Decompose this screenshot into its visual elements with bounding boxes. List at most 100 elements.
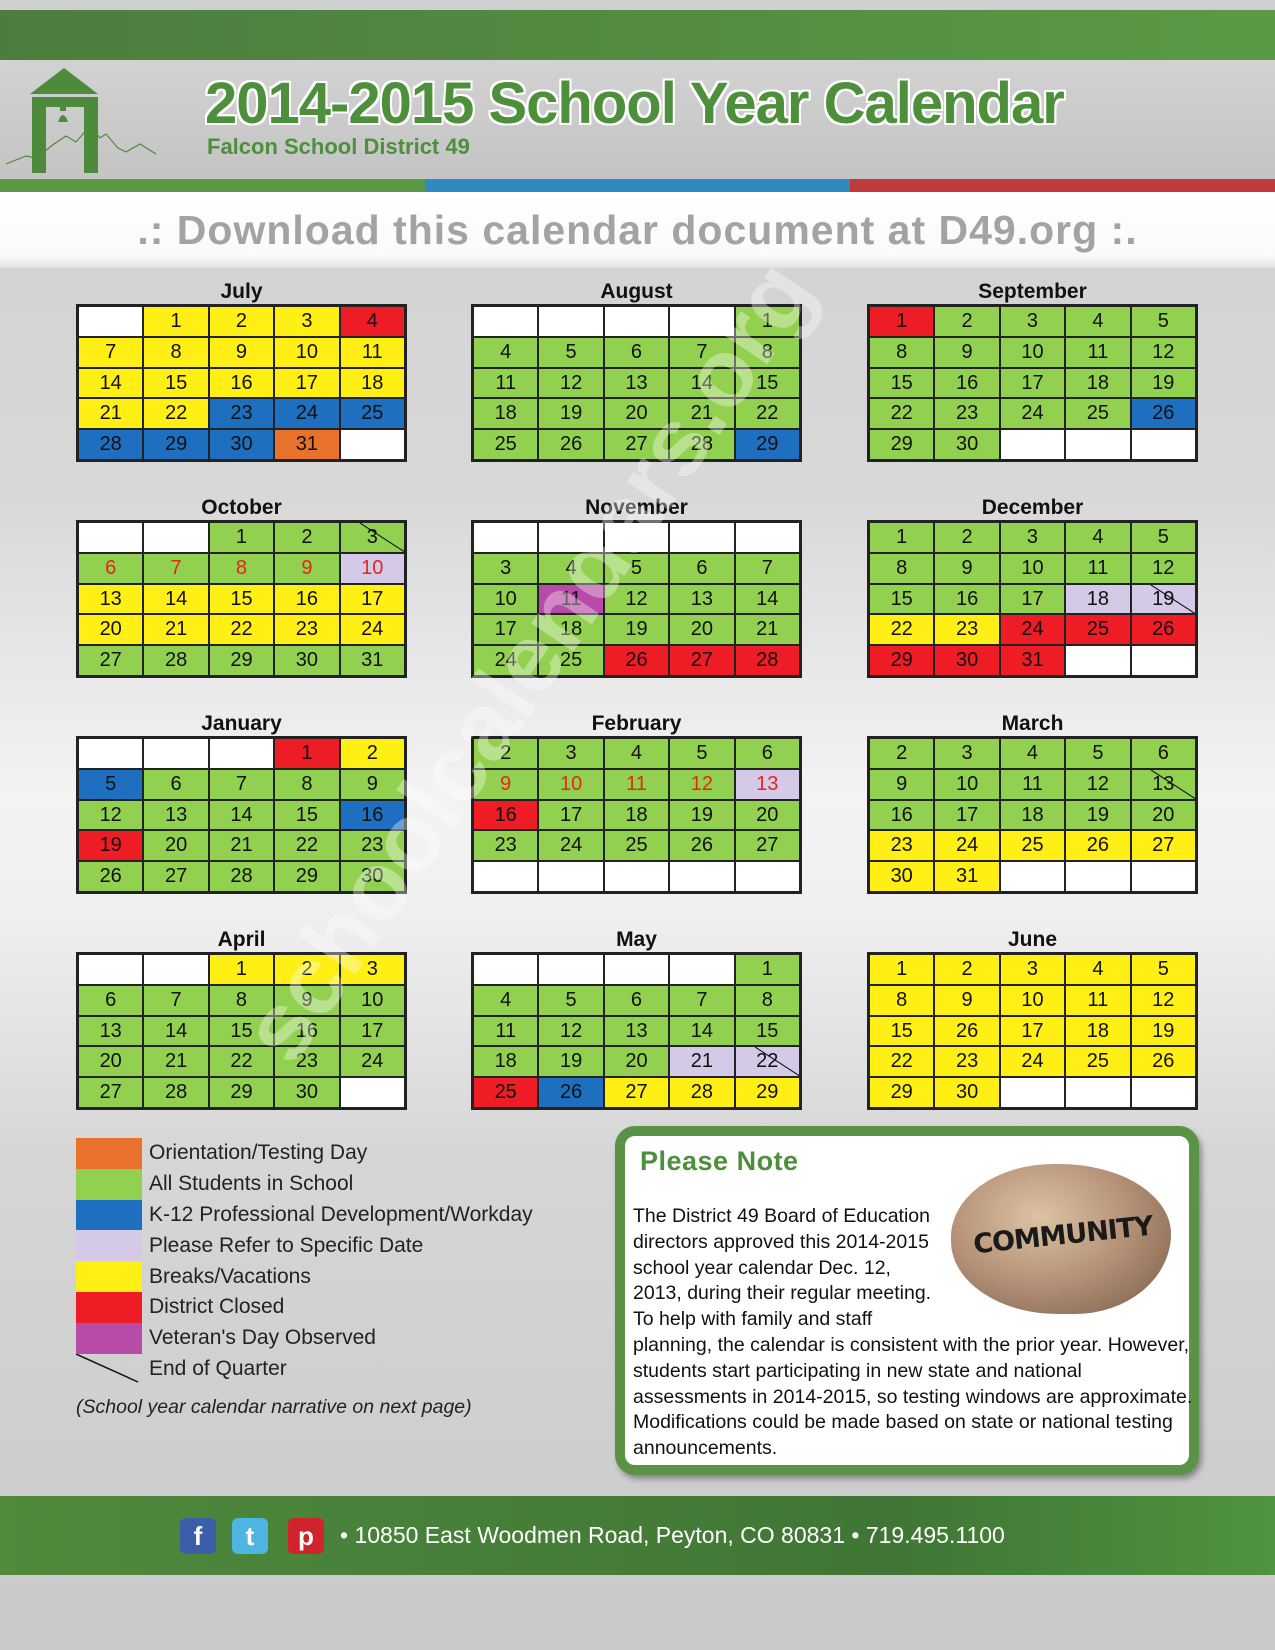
day-cell: 5 bbox=[669, 738, 735, 769]
month-january: January 1 2 5 6 7 8 9 12 13 14 15 16 19 20 21 22 23 26 27 28… bbox=[76, 711, 407, 894]
day-cell: 9 bbox=[934, 552, 1000, 584]
day-cell: 3 bbox=[473, 552, 539, 584]
day-cell: 2 bbox=[934, 306, 1000, 337]
day-cell: 1 bbox=[869, 306, 935, 337]
day-number: 10 bbox=[295, 340, 319, 363]
day-number: 30 bbox=[955, 1081, 979, 1104]
empty-cell bbox=[1130, 429, 1196, 460]
day-number: 9 bbox=[366, 772, 378, 795]
day-number: 7 bbox=[170, 988, 182, 1011]
day-cell: 25 bbox=[1065, 614, 1131, 646]
legend-item: K-12 Professional Development/Workday bbox=[76, 1199, 533, 1231]
end-of-quarter-icon bbox=[75, 1352, 139, 1383]
day-cell: 14 bbox=[734, 583, 800, 615]
day-number: 16 bbox=[494, 803, 517, 826]
day-cell: 30 bbox=[934, 1077, 1000, 1108]
empty-cell bbox=[999, 1077, 1066, 1108]
day-cell: 23 bbox=[274, 614, 340, 646]
day-number: 2 bbox=[301, 526, 313, 548]
empty-cell bbox=[999, 861, 1066, 892]
day-number: 18 bbox=[494, 1050, 517, 1073]
day-number: 13 bbox=[625, 1019, 648, 1042]
day-cell: 11 bbox=[603, 768, 670, 800]
stripe-green bbox=[0, 179, 425, 192]
day-cell: 14 bbox=[669, 1015, 735, 1047]
twitter-icon[interactable]: t bbox=[232, 1518, 268, 1554]
day-cell: 9 bbox=[208, 336, 275, 368]
day-cell: 4 bbox=[1065, 306, 1131, 337]
day-cell: 20 bbox=[603, 398, 670, 430]
day-number: 10 bbox=[1021, 340, 1044, 363]
day-cell: 10 bbox=[999, 336, 1066, 368]
facebook-icon[interactable]: f bbox=[180, 1518, 216, 1554]
empty-cell bbox=[78, 306, 144, 337]
day-cell: 5 bbox=[538, 984, 604, 1016]
day-cell: 26 bbox=[1130, 398, 1196, 430]
day-number: 10 bbox=[1021, 556, 1044, 579]
day-number: 8 bbox=[301, 772, 313, 795]
month-title: October bbox=[201, 496, 282, 519]
empty-cell bbox=[143, 954, 209, 985]
day-number: 1 bbox=[896, 526, 908, 548]
day-cell: 16 bbox=[473, 799, 539, 831]
day-cell: 10 bbox=[339, 552, 405, 584]
day-number: 29 bbox=[890, 649, 913, 672]
day-number: 23 bbox=[955, 618, 979, 641]
month-grid: 1 2 5 6 7 8 9 12 13 14 15 16 19 20 21 22 23 26 27 28 29 30 bbox=[76, 736, 407, 894]
day-number: 16 bbox=[955, 371, 979, 394]
day-number: 27 bbox=[756, 834, 779, 857]
day-cell: 2 bbox=[274, 954, 340, 985]
day-number: 23 bbox=[295, 1050, 319, 1073]
day-cell: 20 bbox=[78, 614, 144, 646]
day-number: 18 bbox=[361, 371, 384, 394]
day-number: 23 bbox=[295, 618, 319, 641]
day-cell: 12 bbox=[669, 768, 735, 800]
day-number: 17 bbox=[361, 587, 384, 610]
download-banner: .: Download this calendar document at D4… bbox=[0, 192, 1275, 268]
day-number: 24 bbox=[559, 834, 583, 857]
day-number: 4 bbox=[500, 340, 512, 363]
day-cell: 10 bbox=[934, 768, 1000, 800]
day-number: 26 bbox=[99, 865, 122, 888]
legend-item: Please Refer to Specific Date bbox=[76, 1230, 533, 1262]
day-cell: 16 bbox=[869, 799, 935, 831]
district-name: Falcon School District 49 bbox=[207, 134, 470, 159]
day-cell: 11 bbox=[473, 1015, 539, 1047]
day-number: 25 bbox=[625, 834, 648, 857]
day-number: 5 bbox=[630, 556, 643, 579]
day-cell: 2 bbox=[934, 954, 1000, 985]
day-cell: 7 bbox=[669, 984, 735, 1016]
month-grid: 1 2 3 6 7 8 9 10 13 14 15 16 17 20 21 22 23 24 27 28 29 30 bbox=[76, 952, 407, 1110]
day-number: 10 bbox=[955, 772, 979, 795]
day-cell: 13 bbox=[78, 1015, 144, 1047]
day-number: 26 bbox=[955, 1019, 979, 1042]
day-number: 26 bbox=[1086, 834, 1110, 857]
day-cell: 10 bbox=[999, 552, 1066, 584]
day-cell: 30 bbox=[934, 429, 1000, 460]
day-cell: 8 bbox=[274, 768, 340, 800]
day-cell: 20 bbox=[78, 1046, 144, 1078]
day-number: 17 bbox=[1021, 371, 1044, 394]
day-cell: 29 bbox=[143, 429, 209, 460]
day-number: 7 bbox=[761, 556, 773, 579]
day-number: 26 bbox=[1152, 402, 1175, 425]
day-cell: 9 bbox=[473, 768, 539, 800]
day-number: 3 bbox=[1026, 526, 1039, 548]
day-number: 24 bbox=[1021, 1050, 1044, 1073]
day-cell: 12 bbox=[538, 367, 604, 399]
empty-cell bbox=[208, 738, 275, 769]
day-cell: 16 bbox=[339, 799, 405, 831]
legend-item: Orientation/Testing Day bbox=[76, 1138, 533, 1169]
day-cell: 8 bbox=[734, 984, 800, 1016]
day-cell: 3 bbox=[999, 522, 1066, 553]
day-cell: 23 bbox=[934, 398, 1000, 430]
day-number: 16 bbox=[361, 803, 384, 826]
day-number: 12 bbox=[1152, 556, 1175, 579]
day-cell: 16 bbox=[208, 367, 275, 399]
day-cell: 2 bbox=[869, 738, 935, 769]
day-cell: 17 bbox=[339, 583, 405, 615]
pinterest-icon[interactable]: p bbox=[288, 1518, 324, 1554]
day-cell: 4 bbox=[538, 552, 604, 584]
day-number: 4 bbox=[1026, 742, 1039, 764]
day-number: 10 bbox=[361, 988, 384, 1011]
